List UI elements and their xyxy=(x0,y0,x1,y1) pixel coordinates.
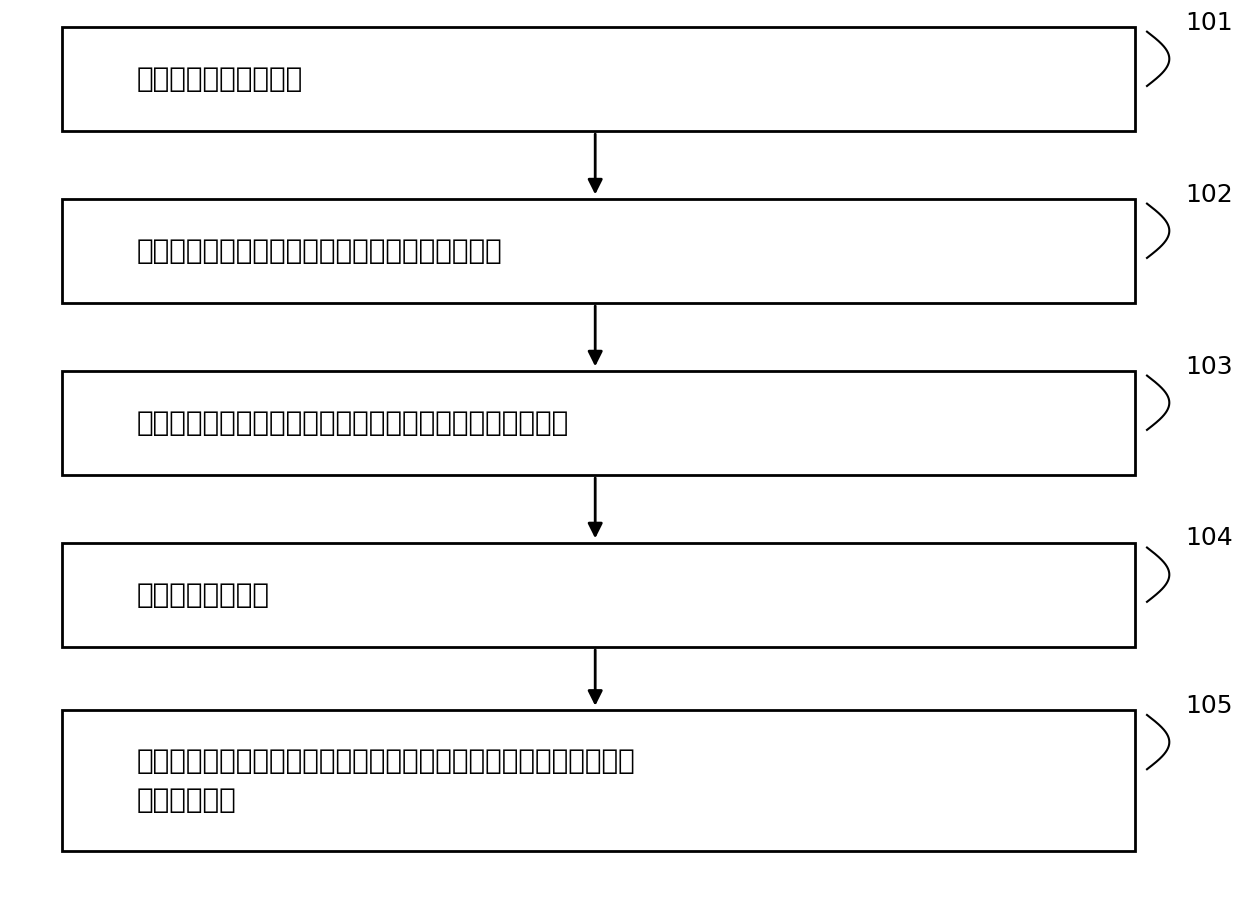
Bar xyxy=(62,27,1135,131)
Text: 根据多个像素块的像素亮度值计算多个像素块的代表亮度值: 根据多个像素块的像素亮度值计算多个像素块的代表亮度值 xyxy=(136,409,569,437)
Text: 确定目标亮度阈值: 确定目标亮度阈值 xyxy=(136,581,269,609)
Text: 获取待评估的眼底图像: 获取待评估的眼底图像 xyxy=(136,65,303,93)
Text: 将眼底图像分割成块，得到眼底图像的多个像素块: 将眼底图像分割成块，得到眼底图像的多个像素块 xyxy=(136,237,502,265)
Text: 104: 104 xyxy=(1185,527,1234,550)
Text: 103: 103 xyxy=(1185,355,1233,378)
Text: 101: 101 xyxy=(1185,11,1233,34)
Bar xyxy=(62,371,1135,475)
Text: 将多个像素块的代表亮度值与亮度阈值进行大小比对，以对眼底图像
进行亮度评估: 将多个像素块的代表亮度值与亮度阈值进行大小比对，以对眼底图像 进行亮度评估 xyxy=(136,747,635,814)
Text: 102: 102 xyxy=(1185,183,1234,206)
Bar xyxy=(62,710,1135,851)
Bar xyxy=(62,543,1135,647)
Bar xyxy=(62,199,1135,303)
Text: 105: 105 xyxy=(1185,694,1233,718)
